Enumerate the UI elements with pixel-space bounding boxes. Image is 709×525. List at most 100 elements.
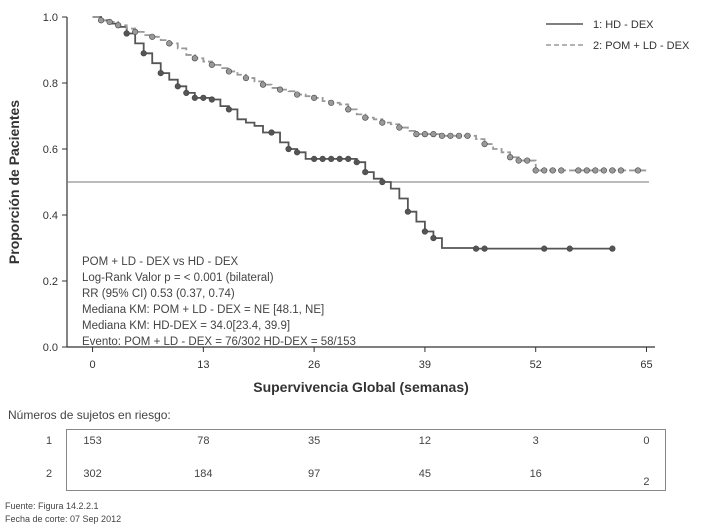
footnote-cutoff: Fecha de corte: 07 Sep 2012 (5, 514, 122, 524)
stats-annotation-line: Log-Rank Valor p = < 0.001 (bilateral) (82, 272, 274, 284)
series-2-censor-mark (242, 74, 250, 82)
risk-cell: 3 (532, 435, 539, 447)
series-2-censor-mark (549, 167, 556, 174)
series-2-censor-mark (208, 61, 215, 68)
series-2-censor-mark (132, 28, 139, 35)
series-1-censor-mark (183, 89, 190, 96)
x-axis-title: Supervivencia Global (semanas) (253, 379, 469, 395)
series-1-censor-mark (379, 178, 386, 186)
y-tick-label: 0.4 (43, 210, 58, 222)
series-1-censor-mark (191, 94, 198, 101)
series-2-censor-mark (191, 55, 198, 62)
stats-annotation-line: Evento: POM + LD - DEX = 76/302 HD-DEX =… (82, 336, 356, 348)
series-2-censor-mark (379, 119, 386, 126)
series-2-censor-mark (634, 167, 642, 174)
series-2-censor-mark (515, 157, 522, 164)
stats-annotation-line: Mediana KM: POM + LD - DEX = NE [48.1, N… (82, 304, 324, 316)
x-tick-label: 0 (90, 359, 96, 371)
series-2-censor-mark (362, 114, 369, 121)
risk-table-title: Números de sujetos en riesgo: (8, 408, 171, 422)
series-2-censor-mark (575, 167, 582, 174)
series-2-censor-mark (558, 167, 565, 174)
series-1-censor-mark (472, 245, 480, 252)
series-2-censor-mark (600, 167, 607, 174)
risk-row-label: 1 (46, 435, 53, 447)
series-2-censor-mark (166, 40, 173, 47)
series-2-censor-mark (345, 106, 352, 113)
series-1-censor-mark (200, 94, 207, 101)
legend-label-1: 1: HD - DEX (593, 19, 654, 31)
series-1-censor-mark (345, 155, 352, 162)
y-axis-title: Proporción de Pacientes (6, 100, 22, 264)
series-2-censor-mark (438, 132, 446, 139)
series-1-censor-mark (157, 69, 164, 77)
risk-cell: 35 (308, 435, 321, 447)
series-2-censor-mark (541, 167, 548, 174)
risk-cell: 153 (83, 435, 102, 447)
risk-table-box (66, 429, 666, 491)
series-2-censor-mark (455, 132, 463, 139)
series-1-censor-mark (404, 208, 411, 215)
series-1-censor-mark (174, 83, 181, 90)
x-tick-label: 65 (640, 359, 652, 371)
risk-cell: 184 (194, 468, 213, 480)
series-2-censor-mark (464, 132, 471, 139)
risk-cell: 0 (643, 435, 650, 447)
risk-cell: 2 (643, 476, 650, 488)
series-1-censor-mark (353, 159, 360, 166)
series-1-censor-mark (609, 245, 616, 252)
series-1-censor-mark (541, 245, 548, 252)
x-tick-label: 52 (530, 359, 542, 371)
y-tick-label: 0.0 (43, 342, 58, 354)
y-tick-label: 0.6 (43, 144, 58, 156)
series-1-censor-mark (421, 228, 429, 235)
series-2-censor-mark (293, 91, 301, 98)
series-2-survival-curve (92, 16, 647, 172)
series-1-censor-mark (293, 149, 301, 156)
series-2-censor-mark (97, 17, 105, 24)
series-2-censor-mark (115, 22, 122, 29)
risk-cell: 78 (197, 435, 210, 447)
series-2-censor-mark (396, 124, 403, 131)
footnote-source: Fuente: Figura 14.2.2.1 (5, 501, 99, 511)
series-2-censor-mark (413, 131, 420, 138)
series-2-censor-mark (592, 167, 599, 174)
series-1-censor-mark (123, 30, 130, 37)
series-1-censor-mark (362, 169, 369, 176)
series-1-censor-mark (319, 155, 326, 162)
series-2-censor-mark (106, 18, 113, 26)
risk-row-label: 2 (46, 468, 53, 480)
series-2-censor-mark (430, 131, 437, 138)
series-2-censor-mark (583, 167, 590, 174)
stats-annotation-line: RR (95% CI) 0.53 (0.37, 0.74) (82, 288, 235, 300)
series-1-survival-curve (92, 16, 613, 250)
series-1-censor-mark (225, 106, 233, 113)
km-chart: 0.0 0.2 0.4 0.6 0.8 1.0 0 13 26 39 52 65 Supervivenc… (6, 12, 690, 395)
legend-label-2: 2: POM + LD - DEX (593, 40, 690, 52)
y-tick-label: 1.0 (43, 12, 58, 24)
risk-cell: 97 (308, 468, 321, 480)
risk-cell: 12 (418, 435, 432, 447)
series-1-censor-mark (566, 245, 573, 252)
stats-annotation-line: POM + LD - DEX vs HD - DEX (82, 256, 239, 268)
series-2-censor-mark (447, 132, 454, 139)
series-2-censor-mark (421, 131, 429, 138)
series-1-censor-mark (481, 245, 488, 252)
risk-cell: 16 (529, 468, 542, 480)
series-1-censor-mark (208, 96, 215, 103)
series-2-censor-mark (149, 33, 156, 40)
series-1-censor-mark (285, 145, 292, 153)
series-2-censor-mark (617, 167, 625, 174)
series-2-censor-mark (609, 167, 616, 174)
series-2-censor-mark (276, 86, 284, 93)
series-1-censor-mark (328, 155, 335, 162)
series-1-censor-mark (311, 155, 318, 162)
risk-cell: 45 (418, 468, 432, 480)
y-tick-label: 0.8 (43, 78, 58, 90)
series-1-censor-mark (268, 129, 275, 136)
series-2-censor-mark (311, 94, 318, 101)
series-1-censor-mark (430, 235, 437, 242)
stats-annotation-line: Mediana KM: HD-DEX = 34.0[23.4, 39.9] (82, 320, 290, 332)
series-2-censor-mark (481, 140, 488, 148)
series-2-censor-mark (507, 154, 514, 161)
